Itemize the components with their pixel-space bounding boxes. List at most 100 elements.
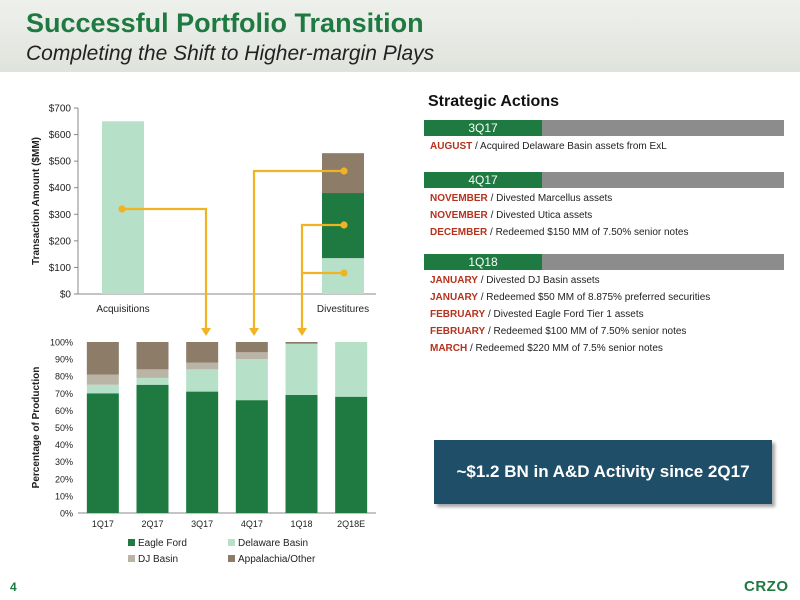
bar-segment bbox=[102, 121, 144, 295]
action-text: / Divested Marcellus assets bbox=[487, 193, 613, 204]
bar-segment bbox=[285, 342, 318, 344]
x-category-label: 4Q17 bbox=[241, 519, 263, 529]
action-item: JANUARY / Divested DJ Basin assets bbox=[430, 275, 600, 286]
y-tick-label: 50% bbox=[55, 423, 73, 433]
y-axis-title: Percentage of Production bbox=[31, 367, 42, 489]
y-tick-label: $200 bbox=[49, 236, 72, 247]
y-tick-label: 90% bbox=[55, 355, 73, 365]
bar-segment bbox=[285, 343, 318, 396]
legend-swatch bbox=[228, 539, 235, 546]
bar-segment bbox=[235, 400, 268, 513]
bar-segment bbox=[136, 377, 169, 385]
action-month: FEBRUARY bbox=[430, 326, 486, 337]
y-tick-label: 30% bbox=[55, 457, 73, 467]
quarter-label: 1Q18 bbox=[424, 254, 542, 270]
bar-segment bbox=[136, 369, 169, 378]
summary-callout: ~$1.2 BN in A&D Activity since 2Q17 bbox=[434, 440, 772, 504]
quarter-bar-1q18: 1Q18 bbox=[424, 254, 784, 270]
action-text: / Redeemed $100 MM of 7.50% senior notes bbox=[485, 326, 687, 337]
action-item: MARCH / Redeemed $220 MM of 7.5% senior … bbox=[430, 343, 663, 354]
y-tick-label: $400 bbox=[49, 183, 72, 194]
page-title: Successful Portfolio Transition bbox=[26, 8, 424, 38]
bar-segment bbox=[235, 342, 268, 353]
page-subtitle: Completing the Shift to Higher-margin Pl… bbox=[26, 42, 435, 65]
bar-segment bbox=[186, 369, 219, 392]
action-text: / Redeemed $220 MM of 7.5% senior notes bbox=[467, 343, 663, 354]
x-category-label: Acquisitions bbox=[96, 304, 149, 315]
transaction-chart: $0 $100 $200 $300 $400 $500 $600 $700 Transactio… bbox=[31, 104, 376, 315]
legend-label: DJ Basin bbox=[138, 554, 178, 565]
bar-segment bbox=[322, 258, 364, 294]
action-item: NOVEMBER / Divested Marcellus assets bbox=[430, 193, 612, 204]
legend-label: Delaware Basin bbox=[238, 538, 308, 549]
quarter-bar-4q17: 4Q17 bbox=[424, 172, 784, 188]
x-category-label: 1Q17 bbox=[92, 519, 114, 529]
action-month: JANUARY bbox=[430, 292, 478, 303]
legend-label: Eagle Ford bbox=[138, 538, 187, 549]
action-text: / Divested DJ Basin assets bbox=[477, 275, 600, 286]
y-axis-title: Transaction Amount ($MM) bbox=[31, 137, 42, 265]
legend-swatch bbox=[128, 539, 135, 546]
strategic-actions-title: Strategic Actions bbox=[428, 93, 559, 110]
action-item: JANUARY / Redeemed $50 MM of 8.875% pref… bbox=[430, 292, 710, 303]
y-tick-label: $0 bbox=[60, 290, 72, 301]
action-item: FEBRUARY / Divested Eagle Ford Tier 1 as… bbox=[430, 309, 644, 320]
y-tick-label: $300 bbox=[49, 210, 72, 221]
y-tick-label: $100 bbox=[49, 263, 72, 274]
x-category-label: 2Q17 bbox=[141, 519, 163, 529]
action-month: AUGUST bbox=[430, 141, 473, 152]
action-item: FEBRUARY / Redeemed $100 MM of 7.50% sen… bbox=[430, 326, 686, 337]
action-text: / Acquired Delaware Basin assets from Ex… bbox=[472, 141, 667, 152]
y-tick-label: 80% bbox=[55, 372, 73, 382]
action-text: / Divested Eagle Ford Tier 1 assets bbox=[485, 309, 644, 320]
bar-segment bbox=[335, 396, 368, 513]
y-tick-label: $500 bbox=[49, 157, 72, 168]
x-category-label: 1Q18 bbox=[290, 519, 312, 529]
legend-swatch bbox=[228, 555, 235, 562]
y-tick-label: 40% bbox=[55, 440, 73, 450]
bar-segment bbox=[86, 393, 119, 513]
quarter-label: 3Q17 bbox=[424, 120, 542, 136]
bar-segment bbox=[186, 362, 219, 370]
action-item: NOVEMBER / Divested Utica assets bbox=[430, 210, 592, 221]
quarter-bar-3q17: 3Q17 bbox=[424, 120, 784, 136]
action-month: NOVEMBER bbox=[430, 193, 488, 204]
y-tick-label: 70% bbox=[55, 389, 73, 399]
page-number: 4 bbox=[10, 580, 17, 594]
bar-segment bbox=[86, 384, 119, 394]
x-category-label: 2Q18E bbox=[337, 519, 365, 529]
bar-segment bbox=[235, 352, 268, 360]
production-chart: 0% 10% 20% 30% 40% 50% 60% 70% 80% 90% 100% Percent… bbox=[31, 338, 376, 565]
action-month: DECEMBER bbox=[430, 227, 488, 238]
bar-segment bbox=[186, 342, 219, 363]
action-text: / Redeemed $50 MM of 8.875% preferred se… bbox=[477, 292, 711, 303]
bar-segment bbox=[86, 342, 119, 375]
action-month: JANUARY bbox=[430, 275, 478, 286]
y-tick-label: 100% bbox=[50, 338, 73, 348]
company-logo: CRZO bbox=[744, 578, 789, 595]
y-tick-label: $700 bbox=[49, 104, 72, 115]
bar-segment bbox=[285, 395, 318, 513]
action-text: / Divested Utica assets bbox=[487, 210, 593, 221]
bar-segment bbox=[322, 153, 364, 194]
bar-segment bbox=[86, 374, 119, 385]
action-item: DECEMBER / Redeemed $150 MM of 7.50% sen… bbox=[430, 227, 688, 238]
x-category-label: 3Q17 bbox=[191, 519, 213, 529]
action-text: / Redeemed $150 MM of 7.50% senior notes bbox=[487, 227, 689, 238]
bar-segment bbox=[322, 193, 364, 259]
bar-segment bbox=[235, 359, 268, 401]
y-tick-label: 0% bbox=[60, 509, 73, 519]
bar-segment bbox=[136, 342, 169, 370]
action-month: MARCH bbox=[430, 343, 468, 354]
bar-segment bbox=[186, 391, 219, 513]
action-month: FEBRUARY bbox=[430, 309, 486, 320]
action-month: NOVEMBER bbox=[430, 210, 488, 221]
y-tick-label: $600 bbox=[49, 130, 72, 141]
x-category-label: Divestitures bbox=[317, 304, 369, 315]
bar-segment bbox=[335, 342, 368, 397]
legend-swatch bbox=[128, 555, 135, 562]
action-item: AUGUST / Acquired Delaware Basin assets … bbox=[430, 141, 667, 152]
quarter-label: 4Q17 bbox=[424, 172, 542, 188]
y-tick-label: 20% bbox=[55, 474, 73, 484]
y-tick-label: 10% bbox=[55, 491, 73, 501]
